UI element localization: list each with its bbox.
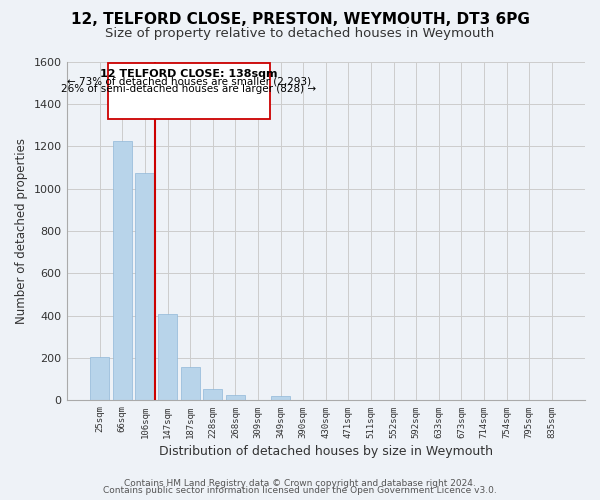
Bar — [158, 314, 177, 400]
Bar — [271, 396, 290, 400]
Text: 12, TELFORD CLOSE, PRESTON, WEYMOUTH, DT3 6PG: 12, TELFORD CLOSE, PRESTON, WEYMOUTH, DT… — [71, 12, 529, 28]
Bar — [226, 395, 245, 400]
Bar — [181, 366, 200, 400]
FancyBboxPatch shape — [107, 62, 271, 118]
Text: 26% of semi-detached houses are larger (828) →: 26% of semi-detached houses are larger (… — [61, 84, 317, 94]
X-axis label: Distribution of detached houses by size in Weymouth: Distribution of detached houses by size … — [159, 444, 493, 458]
Bar — [136, 172, 155, 400]
Text: Contains HM Land Registry data © Crown copyright and database right 2024.: Contains HM Land Registry data © Crown c… — [124, 478, 476, 488]
Bar — [113, 141, 132, 401]
Text: ← 73% of detached houses are smaller (2,293): ← 73% of detached houses are smaller (2,… — [67, 77, 311, 87]
Bar — [90, 357, 109, 401]
Text: Size of property relative to detached houses in Weymouth: Size of property relative to detached ho… — [106, 28, 494, 40]
Y-axis label: Number of detached properties: Number of detached properties — [15, 138, 28, 324]
Text: Contains public sector information licensed under the Open Government Licence v3: Contains public sector information licen… — [103, 486, 497, 495]
Text: 12 TELFORD CLOSE: 138sqm: 12 TELFORD CLOSE: 138sqm — [100, 69, 278, 79]
Bar — [203, 389, 223, 400]
